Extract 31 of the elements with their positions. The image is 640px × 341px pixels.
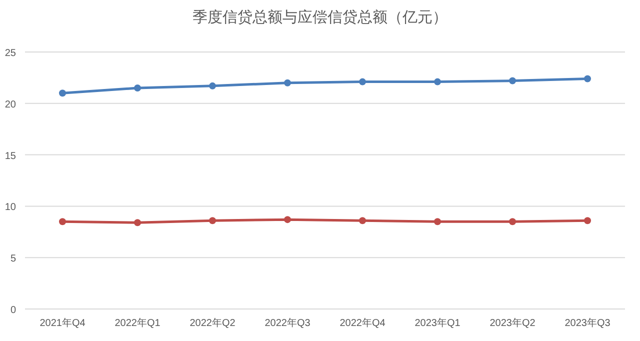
x-tick-label: 2022年Q4 (340, 317, 386, 329)
point (509, 218, 516, 226)
y-tick-label: 25 (4, 48, 16, 59)
point (59, 218, 66, 226)
x-tick-label: 2022年Q3 (264, 317, 311, 329)
y-tick-label: 0 (10, 305, 16, 316)
y-tick-label: 20 (4, 99, 16, 110)
y-tick-label: 10 (4, 202, 16, 214)
point (209, 217, 216, 224)
x-tick-label: 2022年Q2 (190, 317, 236, 329)
x-tick-label: 2021年Q4 (40, 317, 86, 329)
point (284, 216, 291, 224)
y-tick-label: 15 (4, 150, 16, 162)
point (209, 82, 216, 90)
chart-title: 季度信贷总额与应偿信贷总额（亿元） (192, 9, 448, 26)
point (584, 75, 591, 82)
x-tick-label: 2023年Q2 (490, 317, 536, 329)
point (59, 90, 66, 97)
point (284, 79, 291, 86)
x-tick-label: 2022年Q1 (114, 317, 161, 329)
point (134, 84, 141, 92)
point (359, 78, 366, 86)
point (584, 217, 591, 224)
x-tick-label: 2023年Q3 (564, 317, 611, 329)
y-tick-label: 5 (10, 254, 16, 265)
point (359, 217, 366, 224)
x-tick-label: 2023年Q1 (414, 317, 461, 329)
point (434, 218, 441, 226)
point (509, 77, 516, 84)
point (134, 219, 141, 226)
point (434, 78, 441, 86)
